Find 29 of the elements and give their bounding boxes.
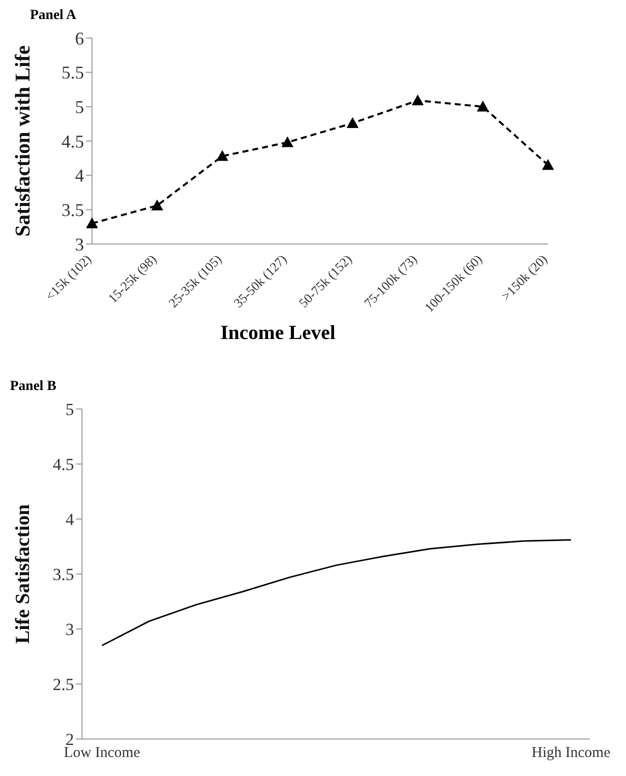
point bbox=[542, 159, 554, 170]
point bbox=[151, 200, 164, 210]
y-tick-label: 5 bbox=[75, 97, 84, 118]
line-series bbox=[101, 539, 572, 646]
x-tick-label: High Income bbox=[532, 745, 611, 761]
x-axis-title: Income Level bbox=[220, 322, 336, 345]
chart-title: Panel A bbox=[29, 8, 78, 24]
point bbox=[281, 136, 294, 148]
y-tick-label: 5.5 bbox=[62, 62, 84, 83]
point bbox=[86, 217, 98, 228]
y-tick-label: 4.5 bbox=[62, 131, 84, 152]
point bbox=[476, 100, 489, 112]
y-tick-label: 3.5 bbox=[62, 200, 84, 220]
y-axis-title: Life Satisfaction bbox=[12, 504, 34, 644]
point bbox=[216, 150, 228, 161]
y-tick-label: 4 bbox=[66, 510, 74, 530]
chart-title: Panel B bbox=[9, 379, 58, 395]
point bbox=[412, 94, 424, 106]
y-tick-label: 3.5 bbox=[52, 565, 74, 584]
y-tick-label: 4 bbox=[75, 166, 84, 186]
y-tick-label: 3 bbox=[66, 620, 74, 640]
y-tick-label: 5 bbox=[66, 400, 74, 420]
y-tick-label: 2.5 bbox=[52, 675, 74, 694]
x-tick-label: Low Income bbox=[64, 745, 140, 761]
y-tick-label: 4.5 bbox=[52, 455, 74, 474]
y-tick-label: 3 bbox=[75, 234, 84, 254]
y-tick-label: 6 bbox=[75, 28, 84, 48]
point bbox=[346, 117, 359, 128]
y-axis-title: Satisfaction with Life bbox=[10, 45, 34, 237]
